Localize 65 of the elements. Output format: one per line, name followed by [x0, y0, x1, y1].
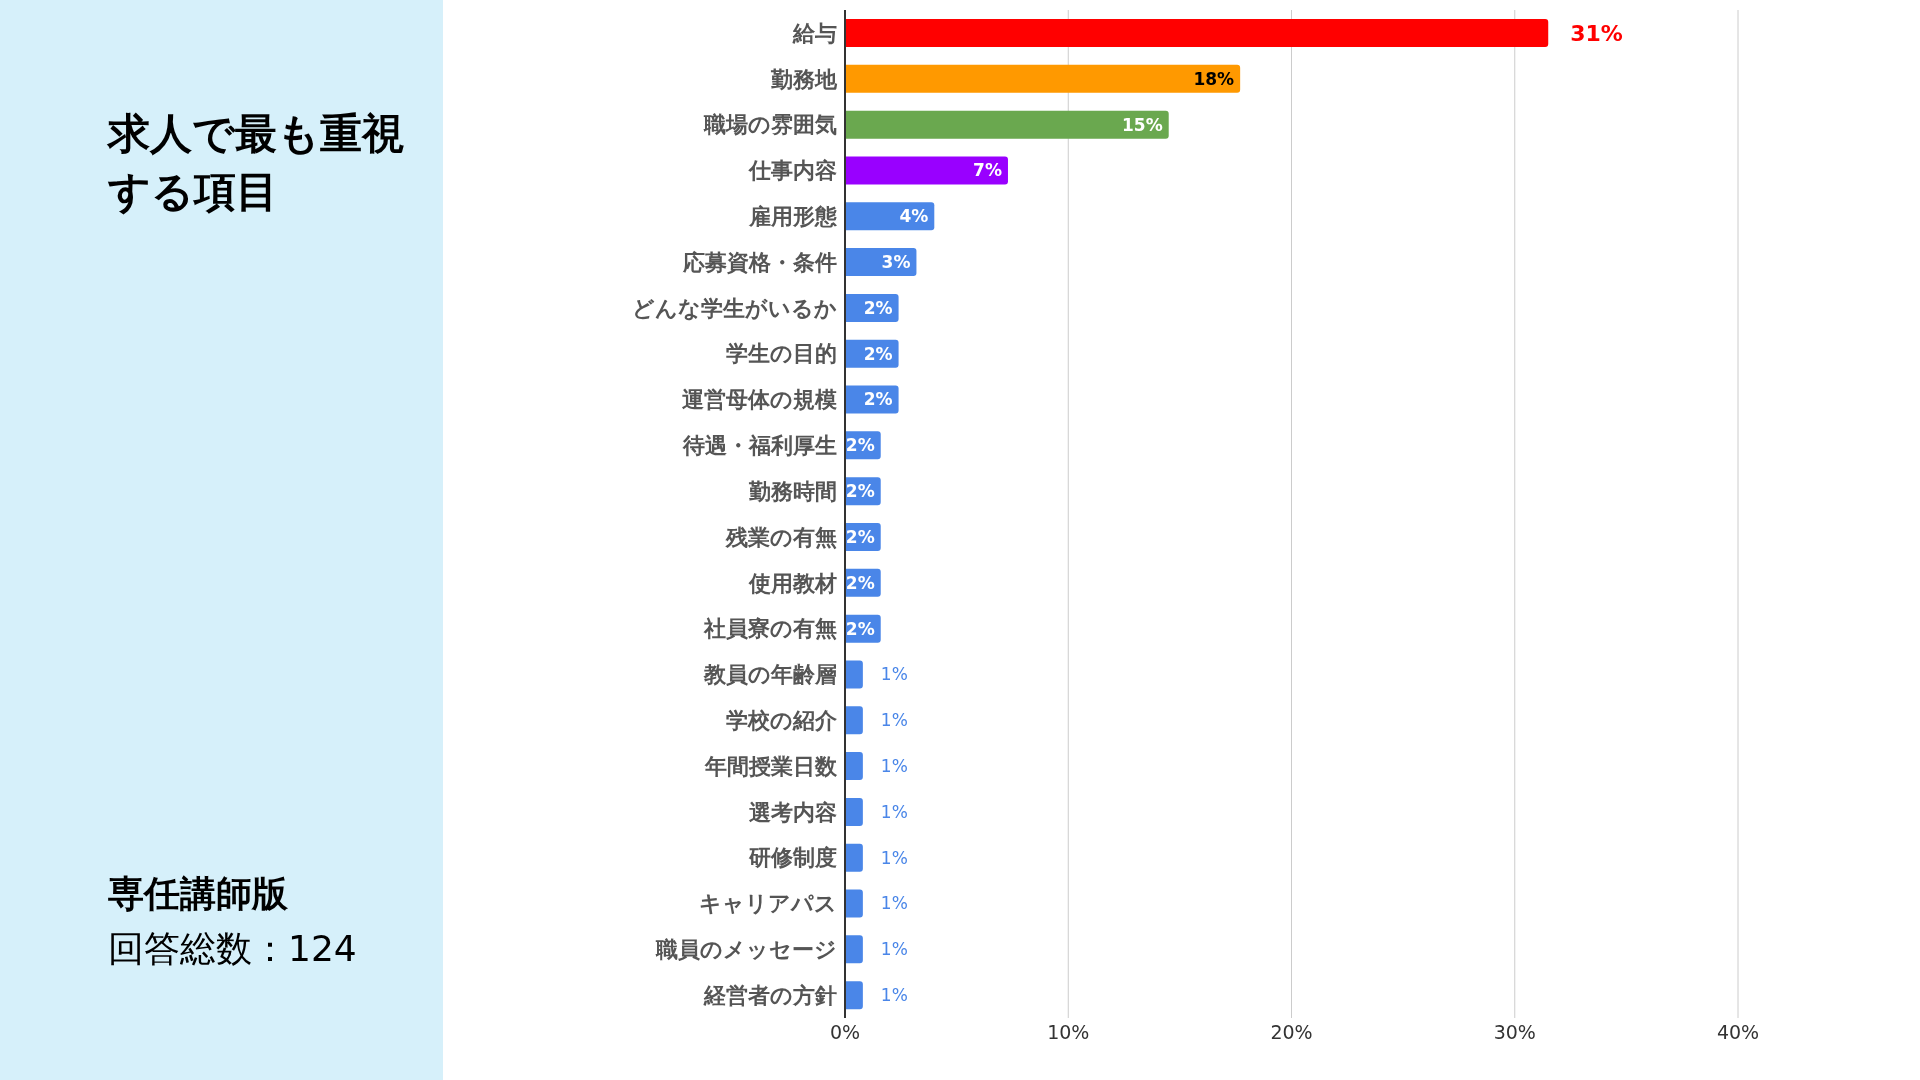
data-label: 3%	[881, 252, 911, 273]
y-tick-label: どんな学生がいるか	[632, 295, 837, 321]
data-label: 2%	[845, 481, 875, 502]
y-tick-label: 研修制度	[748, 845, 837, 871]
y-tick-label: 使用教材	[748, 570, 837, 596]
data-label: 4%	[899, 206, 929, 227]
y-tick-label: 勤務地	[770, 66, 838, 92]
data-label: 2%	[863, 389, 893, 410]
y-tick-label: 運営母体の規模	[682, 387, 837, 413]
data-label: 2%	[845, 618, 875, 639]
y-tick-label: 選考内容	[749, 799, 837, 825]
text: 回答総数：124	[108, 927, 357, 971]
data-label: 31%	[1570, 20, 1623, 46]
y-tick-label: 学校の紹介	[726, 707, 838, 733]
data-label: 18%	[1193, 68, 1235, 89]
y-tick-label: 年間授業日数	[704, 753, 838, 779]
data-label: 1%	[880, 664, 908, 685]
data-label: 2%	[863, 343, 893, 364]
text: 求人で最も重視する項目	[108, 108, 405, 218]
bar	[845, 843, 863, 872]
data-label: 2%	[845, 572, 875, 593]
data-label: 7%	[973, 160, 1002, 181]
data-label: 1%	[880, 893, 908, 914]
y-tick-label: 社員寮の有無	[703, 616, 837, 642]
bar	[845, 110, 1169, 139]
data-label: 1%	[880, 710, 908, 731]
y-tick-label: キャリアパス	[699, 891, 837, 917]
x-tick-label: 10%	[1047, 1021, 1090, 1044]
data-label: 1%	[880, 985, 908, 1006]
y-tick-label: 仕事内容	[748, 158, 837, 184]
data-label: 2%	[863, 297, 893, 318]
bar	[845, 752, 863, 781]
y-tick-label: 経営者の方針	[703, 982, 837, 1008]
data-label: 15%	[1122, 114, 1163, 135]
data-label: 1%	[880, 756, 908, 777]
y-tick-label: 雇用形態	[748, 203, 838, 229]
x-tick-label: 30%	[1493, 1021, 1536, 1044]
bar	[845, 660, 863, 689]
data-label: 2%	[845, 435, 875, 456]
data-label: 1%	[880, 801, 908, 822]
y-tick-label: 給与	[792, 20, 837, 46]
y-tick-label: 教員の年齢層	[703, 662, 837, 688]
x-tick-label: 20%	[1270, 1021, 1313, 1044]
y-tick-label: 残業の有無	[725, 524, 837, 550]
bar	[845, 706, 863, 735]
bar	[845, 156, 1008, 185]
bar	[845, 797, 863, 826]
y-tick-label: 勤務時間	[748, 478, 837, 504]
bar	[845, 202, 935, 231]
y-tick-label: 職員のメッセージ	[655, 937, 837, 963]
bar	[845, 889, 863, 918]
y-tick-label: 待遇・福利厚生	[682, 433, 837, 459]
data-label: 2%	[845, 526, 875, 547]
bar	[845, 935, 863, 964]
x-tick-label: 0%	[829, 1021, 861, 1044]
data-label: 1%	[880, 939, 908, 960]
x-tick-label: 40%	[1716, 1021, 1760, 1044]
y-tick-label: 職場の雰囲気	[703, 112, 837, 138]
text: 専任講師版	[108, 872, 288, 916]
bar	[845, 19, 1549, 47]
y-tick-label: 応募資格・条件	[682, 249, 837, 275]
data-label: 1%	[880, 847, 908, 868]
y-tick-label: 学生の目的	[726, 341, 837, 367]
bar	[845, 981, 863, 1010]
bar	[845, 64, 1241, 93]
